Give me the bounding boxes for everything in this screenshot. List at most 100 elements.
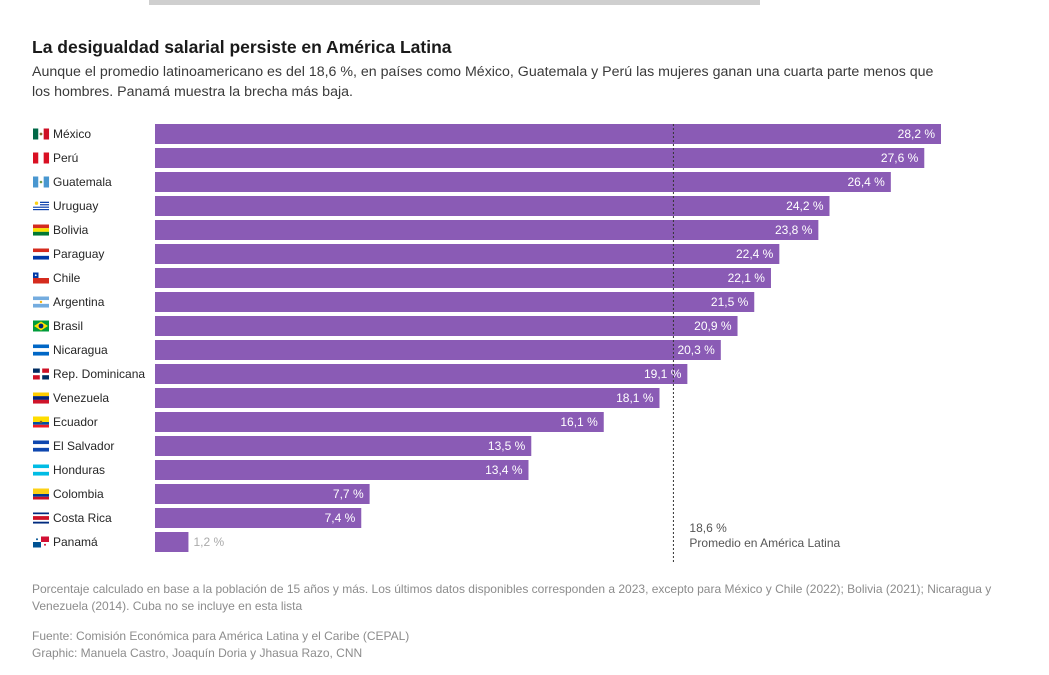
value-label: 22,4 % [736,247,774,261]
bar [155,436,532,456]
bar [155,244,780,264]
honduras-flag [33,464,49,476]
bolivia-flag [33,224,49,236]
bar-row: Panamá 1,2 % [33,532,224,552]
bar-row: Honduras 13,4 % [33,460,529,480]
value-label: 28,2 % [898,127,936,141]
value-label: 19,1 % [644,367,682,381]
methodology-note: Porcentaje calculado en base a la poblac… [32,582,992,613]
panama-flag [33,536,49,548]
category-label: Chile [53,271,81,285]
bar-row: Venezuela 18,1 % [33,388,660,408]
source-line: Fuente: Comisión Económica para América … [32,629,410,643]
category-label: Nicaragua [53,343,108,357]
credit-line: Graphic: Manuela Castro, Joaquín Doria y… [32,646,363,660]
bar-row: Brasil 20,9 % [33,316,738,336]
category-label: Colombia [53,487,104,501]
value-label: 13,4 % [485,463,523,477]
value-label: 13,5 % [488,439,526,453]
value-label: 20,3 % [677,343,715,357]
argentina-flag [33,296,49,308]
uruguay-flag [33,200,49,212]
dominican-republic-flag [33,368,49,380]
bar [155,460,529,480]
bar-row: Argentina 21,5 % [33,292,755,312]
category-label: El Salvador [53,439,114,453]
category-label: Uruguay [53,199,98,213]
value-label: 26,4 % [847,175,885,189]
venezuela-flag [33,392,49,404]
bar-row: Guatemala 26,4 % [33,172,891,192]
bar [155,388,660,408]
top-rule [149,0,760,5]
bar [155,484,370,504]
category-label: Panamá [53,535,98,549]
category-label: Rep. Dominicana [53,367,145,381]
nicaragua-flag [33,344,49,356]
mexico-flag [33,128,50,140]
value-label: 7,7 % [333,487,364,501]
value-label: 23,8 % [775,223,813,237]
costa-rica-flag [33,512,49,524]
value-label: 16,1 % [560,415,598,429]
bar [155,196,830,216]
bar [155,124,941,144]
bar [155,292,755,312]
bar-row: Nicaragua 20,3 % [33,340,721,360]
source-credits: Fuente: Comisión Económica para América … [32,628,409,662]
bar-row: Perú 27,6 % [33,148,925,168]
ecuador-flag [33,416,49,428]
category-label: Paraguay [53,247,104,261]
value-label: 27,6 % [881,151,919,165]
category-label: México [53,127,91,141]
bar-chart: México 28,2 % Perú 27,6 % Guatemala 26,4 % Uru… [33,124,941,562]
bar-row: Chile 22,1 % [33,268,771,288]
bar-row: Ecuador 16,1 % [33,412,604,432]
chart-subtitle: Aunque el promedio latinoamericano es de… [32,64,934,100]
bar-row: Costa Rica 7,4 % [33,508,362,528]
chart-title: La desigualdad salarial persiste en Amér… [32,37,452,57]
peru-flag [33,152,50,164]
category-label: Guatemala [53,175,112,189]
bar [155,220,819,240]
colombia-flag [33,488,49,500]
bar-row: Rep. Dominicana 19,1 % [33,364,688,384]
bar-row: Colombia 7,7 % [33,484,370,504]
value-label: 22,1 % [728,271,766,285]
category-label: Bolivia [53,223,89,237]
category-label: Honduras [53,463,105,477]
guatemala-flag [33,176,50,188]
bar-row: Paraguay 22,4 % [33,244,780,264]
value-label: 18,1 % [616,391,654,405]
category-label: Brasil [53,319,83,333]
bar [155,412,604,432]
bar [155,508,362,528]
value-label: 1,2 % [193,535,224,549]
bar [155,172,891,192]
paraguay-flag [33,248,49,260]
category-label: Argentina [53,295,105,309]
bar-row: El Salvador 13,5 % [33,436,532,456]
average-value-label: 18,6 % [689,521,727,535]
bar-row: Bolivia 23,8 % [33,220,819,240]
bar [155,316,738,336]
value-label: 24,2 % [786,199,824,213]
value-label: 20,9 % [694,319,732,333]
bar [155,268,771,288]
category-label: Costa Rica [53,511,112,525]
bar [155,148,925,168]
value-label: 21,5 % [711,295,749,309]
category-label: Perú [53,151,78,165]
bar-row: Uruguay 24,2 % [33,196,830,216]
category-label: Ecuador [53,415,98,429]
bar [155,364,688,384]
bar [155,532,189,552]
brazil-flag [33,320,49,332]
bar-row: México 28,2 % [33,124,941,144]
chile-flag [33,272,49,284]
value-label: 7,4 % [325,511,356,525]
category-label: Venezuela [53,391,109,405]
bar [155,340,721,360]
average-label: Promedio en América Latina [689,536,840,550]
el-salvador-flag [33,440,49,452]
